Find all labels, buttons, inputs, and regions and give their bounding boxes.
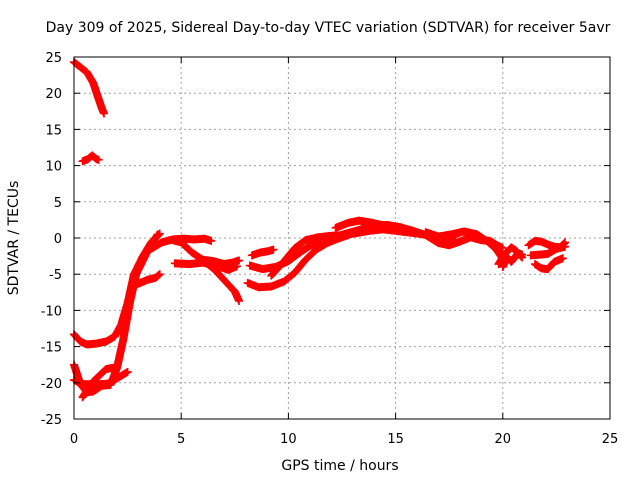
y-tick-label: -25	[41, 413, 62, 428]
data-point	[100, 109, 109, 118]
data-point	[498, 244, 507, 253]
x-tick-label: 15	[387, 432, 404, 447]
data-point	[558, 254, 567, 263]
series-track-f	[78, 363, 119, 402]
chart-title: Day 309 of 2025, Sidereal Day-to-day VTE…	[46, 20, 611, 36]
series-track-q	[421, 227, 507, 263]
series-track-d	[70, 230, 162, 397]
series-track-k	[198, 255, 244, 269]
series-track-l	[247, 245, 278, 260]
y-tick-label: 20	[45, 87, 62, 102]
data-points	[70, 58, 569, 402]
x-tick-label: 5	[177, 432, 185, 447]
y-axis-label: SDTVAR / TECUs	[6, 181, 22, 296]
axis-ticks: 0 5 10 15 20 25 -25 -20 -15 -10 -5 0 5 10 15 20 25	[41, 51, 619, 447]
y-tick-label: 10	[45, 160, 62, 175]
series-track-a	[70, 58, 109, 118]
y-tick-label: 5	[54, 196, 62, 211]
series-track-s	[498, 249, 527, 271]
x-axis-label: GPS time / hours	[281, 458, 398, 474]
data-point	[518, 250, 527, 259]
y-tick-label: -5	[49, 268, 62, 283]
y-tick-label: 15	[45, 123, 62, 138]
grid	[74, 57, 610, 419]
data-point	[560, 242, 569, 251]
data-point	[123, 367, 132, 376]
series-track-u	[526, 242, 569, 260]
y-tick-label: 25	[45, 51, 62, 66]
y-tick-label: -20	[41, 377, 62, 392]
data-point	[110, 363, 119, 372]
data-point	[153, 230, 162, 239]
data-point	[155, 270, 164, 279]
y-tick-label: -10	[41, 304, 62, 319]
x-tick-label: 25	[602, 432, 619, 447]
series-track-g	[130, 270, 164, 290]
data-point	[235, 296, 244, 305]
x-tick-label: 10	[280, 432, 297, 447]
data-point	[94, 155, 103, 164]
y-tick-label: 0	[54, 232, 62, 247]
data-point	[207, 236, 216, 245]
x-tick-label: 20	[495, 432, 512, 447]
series-track-v	[530, 254, 567, 274]
y-tick-label: -15	[41, 341, 62, 356]
data-point	[235, 256, 244, 265]
series-track-b	[78, 151, 103, 166]
x-tick-label: 0	[70, 432, 78, 447]
data-point	[269, 245, 278, 254]
